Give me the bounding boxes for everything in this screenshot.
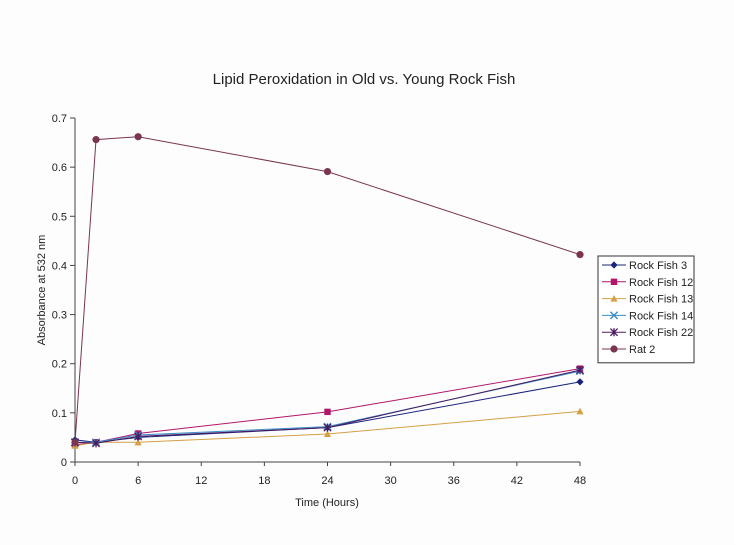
x-tick-label: 48	[574, 475, 586, 487]
y-axis-label: Absorbance at 532 nm	[36, 235, 48, 346]
y-tick-label: 0.2	[52, 359, 67, 371]
data-point	[134, 133, 142, 141]
data-point	[576, 407, 584, 415]
legend-label: Rock Fish 12	[629, 277, 693, 289]
data-point	[323, 430, 332, 437]
legend-label: Rock Fish 3	[629, 260, 687, 272]
legend-label: Rat 2	[629, 344, 655, 356]
legend-item: Rock Fish 3	[602, 260, 687, 272]
data-point	[71, 438, 79, 446]
x-tick-label: 0	[72, 475, 78, 487]
legend-item: Rock Fish 12	[602, 277, 693, 289]
legend-label: Rock Fish 13	[629, 294, 693, 306]
chart-title: Lipid Peroxidation in Old vs. Young Rock…	[213, 71, 516, 88]
legend-marker	[610, 345, 618, 353]
x-tick-label: 30	[385, 475, 397, 487]
data-point	[323, 167, 332, 176]
legend-item: Rock Fish 13	[602, 294, 693, 306]
legend-marker	[610, 295, 618, 302]
x-tick-label: 36	[448, 475, 460, 487]
legend-label: Rock Fish 14	[629, 310, 693, 322]
data-point	[576, 378, 584, 386]
data-point	[134, 438, 142, 446]
series-line	[74, 136, 581, 443]
data-point	[324, 408, 331, 416]
data-point	[576, 251, 584, 259]
x-tick-label: 6	[135, 475, 141, 487]
data-point	[134, 432, 143, 441]
legend: Rock Fish 3 Rock Fish 12 Rock Fish 13 Rock …	[597, 255, 695, 364]
legend-item: Rock Fish 14	[602, 310, 693, 322]
legend-item: Rock Fish 22	[602, 327, 693, 339]
y-tick-label: 0.6	[52, 162, 67, 174]
x-tick-label: 24	[321, 475, 333, 487]
legend-item: Rat 2	[602, 344, 655, 356]
data-point	[92, 136, 100, 144]
y-tick-label: 0	[61, 457, 67, 469]
axes: 0 0.1 0.2 0.3 0.4 0.5 0.6 0.7 0 6 12 18 24 30 36 42 48	[52, 113, 586, 487]
data-point	[323, 423, 332, 432]
data-point	[91, 439, 101, 448]
x-tick-label: 12	[195, 475, 207, 487]
x-tick-label: 42	[511, 475, 523, 487]
legend-label: Rock Fish 22	[629, 327, 693, 339]
legend-box	[597, 255, 695, 364]
series-layer	[70, 133, 585, 449]
series-5	[71, 133, 584, 446]
y-tick-label: 0.4	[52, 260, 67, 272]
y-tick-label: 0.3	[52, 310, 67, 322]
legend-marker	[609, 328, 619, 337]
y-tick-label: 0.5	[52, 211, 67, 223]
data-point	[575, 366, 585, 375]
y-tick-label: 0.1	[52, 408, 67, 420]
legend-marker	[610, 261, 618, 269]
legend-marker	[610, 278, 618, 285]
legend-marker	[609, 311, 619, 320]
x-tick-label: 18	[258, 475, 270, 487]
y-tick-label: 0.7	[52, 113, 67, 125]
x-axis-label: Time (Hours)	[295, 497, 359, 509]
